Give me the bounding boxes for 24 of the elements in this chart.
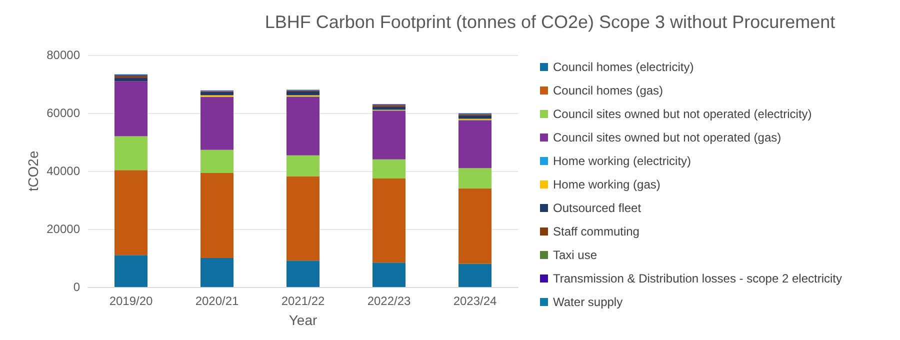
legend-label: Outsourced fleet: [553, 201, 642, 215]
y-tick-label: 0: [73, 280, 80, 294]
legend-label: Taxi use: [553, 248, 598, 262]
legend-label: Water supply: [553, 295, 623, 309]
y-tick-label: 20000: [46, 222, 80, 236]
x-axis-title: Year: [288, 312, 318, 328]
y-tick-label: 60000: [46, 106, 80, 120]
legend-label: Home working (electricity): [553, 154, 692, 168]
legend-label: Home working (gas): [553, 178, 660, 192]
legend-label: Transmission & Distribution losses - scope 2 electricity: [553, 272, 842, 286]
x-tick-label: 2023/24: [453, 294, 498, 308]
x-tick-label: 2022/23: [367, 294, 412, 308]
legend-label: Council sites owned but not operated (gas): [553, 130, 782, 144]
x-tick-label: 2021/22: [281, 294, 326, 308]
legend-label: Council homes (electricity): [553, 60, 694, 74]
legend-label: Staff commuting: [553, 224, 640, 238]
y-axis-title: tCO2e: [25, 150, 41, 192]
y-tick-label: 80000: [46, 48, 80, 62]
x-tick-label: 2019/20: [109, 294, 154, 308]
x-tick-label: 2020/21: [195, 294, 240, 308]
legend-label: Council homes (gas): [553, 84, 664, 98]
legend-label: Council sites owned but not operated (electricity): [553, 107, 812, 121]
y-tick-label: 40000: [46, 164, 80, 178]
chart-title: LBHF Carbon Footprint (tonnes of CO2e) Scope 3 without Procurement: [264, 12, 836, 32]
